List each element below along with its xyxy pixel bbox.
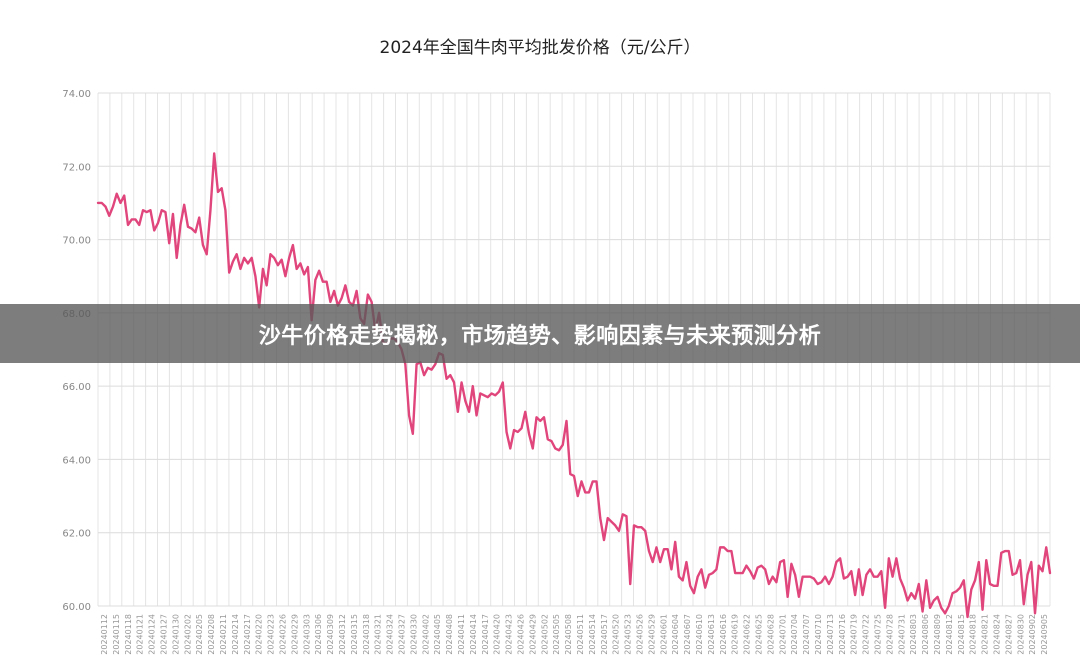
x-tick-label: 20240722 [862,614,871,655]
x-tick-label: 20240324 [386,614,395,655]
headline-banner: 沙牛价格走势揭秘，市场趋势、影响因素与未来预测分析 [0,304,1080,363]
x-tick-label: 20240728 [885,614,894,655]
x-tick-label: 20240902 [1028,614,1037,655]
x-tick-label: 20240725 [873,614,882,655]
chart-title: 2024年全国牛肉平均批发价格（元/公斤） [379,38,701,58]
x-tick-label: 20240815 [957,614,966,655]
x-tick-label: 20240318 [362,614,371,655]
x-tick-label: 20240423 [505,614,514,655]
x-tick-label: 20240402 [421,614,430,655]
x-tick-label: 20240405 [433,614,442,655]
x-tick-label: 20240812 [945,614,954,655]
x-tick-label: 20240217 [243,614,252,655]
x-tick-label: 20240824 [992,614,1001,655]
x-tick-label: 20240124 [148,614,157,655]
x-tick-label: 20240604 [671,614,680,655]
x-tick-label: 20240830 [1016,614,1025,655]
x-tick-label: 20240202 [183,614,192,655]
x-tick-label: 20240220 [255,614,264,655]
x-tick-label: 20240905 [1040,614,1049,655]
x-tick-label: 20240731 [897,614,906,655]
x-tick-label: 20240710 [814,614,823,655]
y-tick-label: 64.00 [62,455,91,466]
series-layer [96,152,1052,619]
x-tick-label: 20240214 [231,614,240,655]
x-tick-label: 20240809 [933,614,942,655]
headline-text: 沙牛价格走势揭秘，市场趋势、影响因素与未来预测分析 [258,323,822,349]
x-tick-label: 20240625 [754,614,763,655]
x-tick-label: 20240411 [457,614,466,655]
x-tick-label: 20240616 [719,614,728,655]
x-tick-label: 20240821 [981,614,990,655]
x-tick-label: 20240523 [624,614,633,655]
x-tick-label: 20240701 [778,614,787,655]
x-tick-label: 20240414 [469,614,478,655]
x-tick-label: 20240607 [683,614,692,655]
x-tick-label: 20240121 [136,614,145,655]
x-tick-label: 20240526 [635,614,644,655]
x-tick-label: 20240628 [766,614,775,655]
x-tick-label: 20240327 [397,614,406,655]
x-tick-label: 20240610 [695,614,704,655]
x-tick-label: 20240505 [552,614,561,655]
x-tick-label: 20240115 [112,614,121,655]
x-tick-label: 20240818 [969,614,978,655]
y-tick-label: 74.00 [62,89,91,100]
x-tick-label: 20240529 [647,614,656,655]
x-tick-label: 20240514 [588,614,597,655]
x-axis-ticks: 20240112 20240115 20240118 20240121 20240124… [100,614,1049,655]
x-tick-label: 20240330 [409,614,418,655]
x-tick-label: 20240707 [802,614,811,655]
y-tick-label: 62.00 [62,529,91,540]
x-tick-label: 20240127 [159,614,168,655]
x-tick-label: 20240429 [528,614,537,655]
x-tick-label: 20240130 [171,614,180,655]
x-tick-label: 20240803 [909,614,918,655]
x-tick-label: 20240806 [921,614,930,655]
x-tick-label: 20240315 [350,614,359,655]
y-tick-label: 72.00 [62,162,91,173]
x-tick-label: 20240205 [195,614,204,655]
x-tick-label: 20240306 [314,614,323,655]
x-tick-label: 20240704 [790,614,799,655]
x-tick-label: 20240502 [540,614,549,655]
x-tick-label: 20240408 [445,614,454,655]
x-tick-label: 20240229 [290,614,299,655]
x-tick-label: 20240601 [659,614,668,655]
y-tick-label: 66.00 [62,382,91,393]
x-tick-label: 20240622 [743,614,752,655]
x-tick-label: 20240303 [302,614,311,655]
x-tick-label: 20240426 [516,614,525,655]
x-tick-label: 20240226 [278,614,287,655]
x-tick-label: 20240118 [124,614,133,655]
x-tick-label: 20240517 [600,614,609,655]
x-tick-label: 20240420 [493,614,502,655]
x-tick-label: 20240827 [1004,614,1013,655]
x-tick-label: 20240309 [326,614,335,655]
x-tick-label: 20240112 [100,614,109,655]
series-line [96,152,1052,619]
x-tick-label: 20240613 [707,614,716,655]
y-tick-label: 70.00 [62,236,91,247]
x-tick-label: 20240312 [338,614,347,655]
x-tick-label: 20240619 [731,614,740,655]
x-tick-label: 20240223 [267,614,276,655]
x-tick-label: 20240511 [576,614,585,655]
x-tick-label: 20240211 [219,614,228,655]
x-tick-label: 20240508 [564,614,573,655]
x-tick-label: 20240713 [826,614,835,655]
x-tick-label: 20240719 [850,614,859,655]
x-tick-label: 20240520 [612,614,621,655]
x-tick-label: 20240208 [207,614,216,655]
y-tick-label: 60.00 [62,602,91,613]
x-tick-label: 20240321 [374,614,383,655]
x-tick-label: 20240417 [481,614,490,655]
x-tick-label: 20240716 [838,614,847,655]
